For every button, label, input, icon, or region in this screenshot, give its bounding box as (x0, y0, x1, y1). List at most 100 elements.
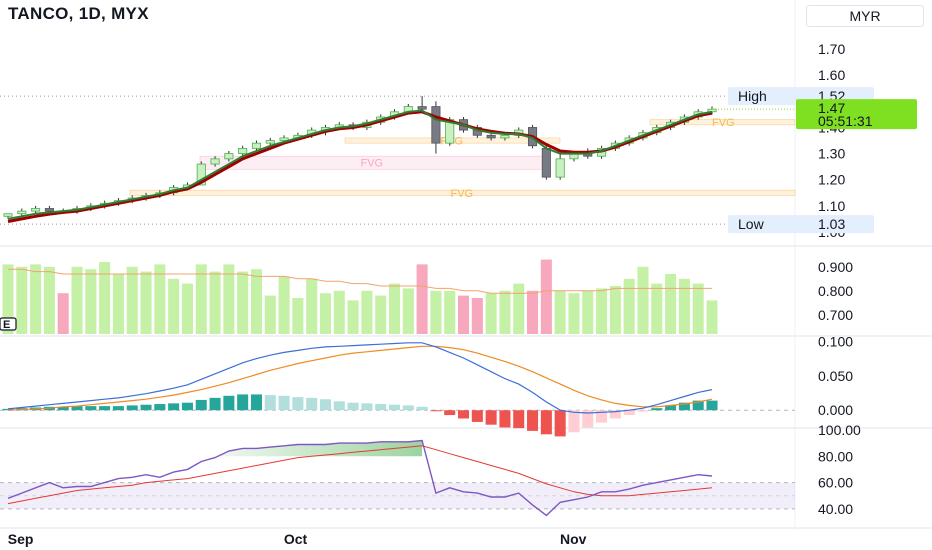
volume-bar (706, 300, 718, 334)
volume-bar (375, 295, 387, 334)
volume-ma-line (8, 268, 712, 294)
volume-bar (347, 300, 359, 334)
macd-histogram-bar (623, 410, 635, 416)
volume-bar (554, 290, 566, 334)
volume-bar (16, 266, 28, 334)
y-tick-label: 1.60 (818, 67, 845, 83)
macd-histogram-bar (540, 410, 552, 435)
volume-bar (513, 283, 525, 334)
low-tag-label: Low (738, 216, 765, 232)
fvg-label: FVG (451, 188, 474, 200)
volume-badge (0, 317, 17, 331)
volume-bar (485, 293, 497, 334)
candle (265, 140, 275, 144)
volume-bar (2, 264, 14, 334)
macd-histogram-bar (609, 410, 621, 419)
volume-bar (237, 271, 249, 334)
volume-bar (43, 266, 55, 334)
rsi-overbought-fill (201, 440, 423, 457)
volume-bar (527, 290, 539, 334)
candle (44, 208, 54, 212)
macd-histogram-bar (2, 408, 14, 411)
fvg-zone (129, 189, 796, 196)
volume-bar (568, 293, 580, 334)
macd-histogram-bar (651, 408, 663, 411)
candle (224, 153, 234, 160)
candle (3, 213, 13, 217)
macd-histogram-bar (209, 397, 221, 411)
volume-bar (402, 288, 414, 334)
volume-bar (596, 288, 608, 334)
macd-histogram-bar (375, 404, 387, 411)
y-tick-label: 1.70 (818, 41, 845, 57)
volume-bar (540, 259, 552, 334)
macd-histogram-bar (444, 410, 456, 416)
time-axis[interactable]: Sep Oct Nov (8, 531, 587, 547)
low-tag-value: 1.03 (818, 216, 845, 232)
volume-bar (278, 276, 290, 334)
candle (541, 147, 551, 178)
rsi-pane[interactable] (0, 439, 795, 517)
macd-histogram-bar (388, 404, 401, 411)
macd-histogram-bar (582, 410, 594, 428)
x-tick-label: Sep (8, 531, 34, 547)
fvg-label: FVG (361, 158, 384, 170)
fvg-label: FVG (712, 117, 735, 129)
candle (31, 208, 41, 212)
volume-bar (430, 290, 442, 334)
volume-bar (209, 271, 221, 334)
candle (279, 137, 289, 141)
volume-bar (154, 264, 166, 334)
current-price-tag (796, 99, 917, 130)
grid-lines (0, 0, 932, 530)
y-tick-label: 80.00 (818, 448, 853, 464)
volume-bar (582, 290, 594, 334)
volume-bar (319, 293, 332, 334)
y-tick-label: 0.800 (818, 283, 853, 299)
candle (238, 147, 248, 155)
macd-histogram-bar (195, 399, 207, 411)
bar-countdown: 05:51:31 (818, 113, 873, 129)
macd-histogram-bar (126, 405, 138, 411)
current-price-value: 1.47 (818, 100, 845, 116)
macd-signal-line (7, 345, 713, 411)
macd-histogram-bar (706, 400, 718, 411)
chart-title: TANCO, 1D, MYX (8, 4, 149, 23)
volume-bar (30, 264, 42, 334)
volume-bar (292, 298, 304, 334)
macd-histogram-bar (347, 402, 359, 411)
volume-bar (458, 295, 470, 334)
candle (486, 134, 496, 139)
volume-bar (250, 269, 262, 334)
volume-bar (181, 283, 193, 334)
macd-histogram-bar (471, 410, 483, 422)
macd-pane[interactable] (0, 342, 795, 437)
volume-bar (678, 278, 690, 334)
ema-fast-line (7, 109, 713, 220)
macd-histogram-bar (168, 403, 180, 411)
low-tag (728, 215, 874, 234)
y-tick-label: 100.00 (818, 422, 861, 438)
macd-histogram-bar (223, 395, 235, 411)
volume-bar (168, 278, 180, 334)
volume-pane[interactable]: E (0, 259, 718, 334)
macd-histogram-bar (692, 400, 704, 411)
macd-histogram-bar (333, 401, 345, 411)
y-tick-label: 60.00 (818, 475, 853, 491)
macd-histogram-bar (568, 410, 580, 433)
price-pane[interactable] (0, 95, 795, 225)
macd-histogram-bar (250, 394, 262, 411)
volume-bar (651, 283, 663, 334)
volume-badge-label: E (3, 319, 10, 331)
currency-button[interactable]: MYR (806, 5, 924, 27)
volume-bar (637, 266, 649, 334)
volume-bar (306, 278, 318, 334)
macd-histogram-bar (458, 410, 470, 419)
price-axis[interactable]: 1.701.601.501.401.301.201.101.000.9000.8… (712, 41, 917, 517)
y-tick-label: 0.900 (818, 259, 853, 275)
macd-histogram-bar (181, 402, 193, 411)
fvg-zone (649, 119, 796, 126)
macd-histogram-bar (678, 402, 690, 411)
macd-histogram-bar (306, 397, 318, 411)
